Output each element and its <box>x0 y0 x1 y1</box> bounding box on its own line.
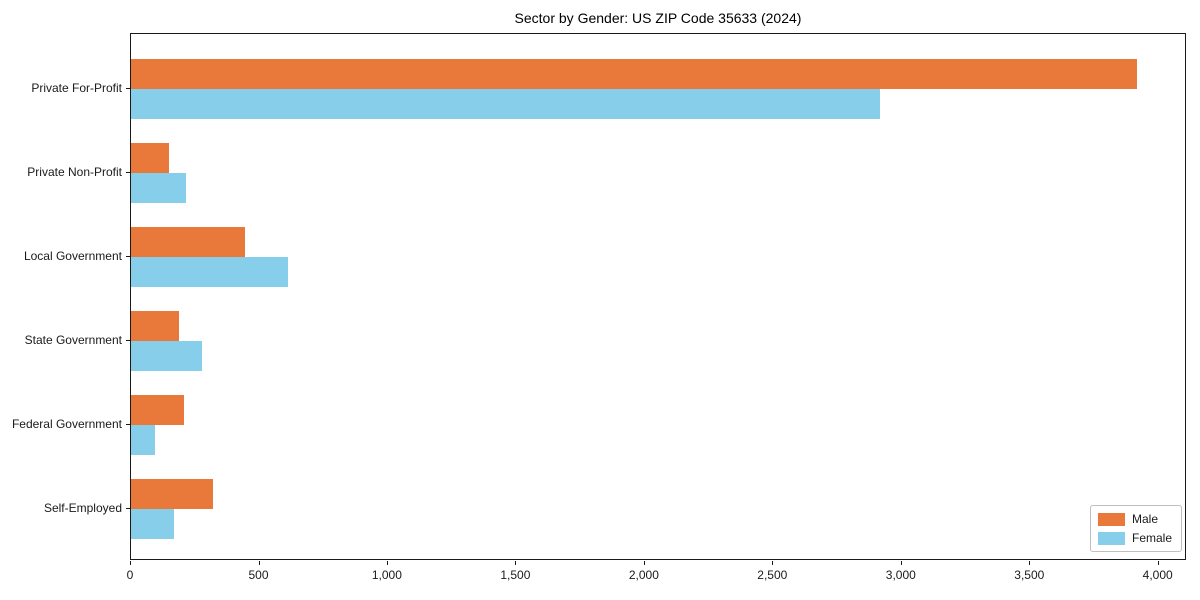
bar-male-self-employed <box>131 479 214 509</box>
legend: Male Female <box>1090 505 1183 552</box>
legend-label-female: Female <box>1132 531 1173 545</box>
ytick-mark <box>126 88 130 89</box>
xtick-label-500: 500 <box>248 568 269 582</box>
xtick-mark <box>900 561 902 565</box>
xtick-mark <box>386 561 388 565</box>
xtick-mark <box>772 561 774 565</box>
bar-male-federal-government <box>131 395 184 425</box>
bar-male-private-non-profit <box>131 143 169 173</box>
bar-female-private-for-profit <box>131 89 880 119</box>
xtick-label-1500: 1,500 <box>500 568 531 582</box>
bar-male-state-government <box>131 311 179 341</box>
bar-female-state-government <box>131 341 202 371</box>
bar-male-local-government <box>131 227 246 257</box>
ytick-mark <box>126 256 130 257</box>
bar-female-self-employed <box>131 509 175 539</box>
xtick-mark <box>643 561 645 565</box>
xtick-label-2500: 2,500 <box>757 568 788 582</box>
legend-entry-female: Female <box>1098 531 1172 545</box>
xtick-label-1000: 1,000 <box>371 568 402 582</box>
xtick-label-4000: 4,000 <box>1142 568 1173 582</box>
legend-swatch-female <box>1098 531 1125 545</box>
xtick-mark <box>515 561 517 565</box>
legend-label-male: Male <box>1132 512 1159 526</box>
xtick-mark <box>130 561 131 565</box>
legend-swatch-male <box>1098 512 1125 526</box>
xtick-mark <box>258 561 260 565</box>
bar-female-private-non-profit <box>131 173 187 203</box>
ytick-label-self-employed: Self-Employed <box>43 501 122 515</box>
bar-female-local-government <box>131 257 288 287</box>
ytick-mark <box>126 508 130 509</box>
xtick-label-0: 0 <box>126 568 134 582</box>
xtick-mark <box>1029 561 1031 565</box>
ytick-label-private-for-profit: Private For-Profit <box>31 81 122 95</box>
legend-entry-male: Male <box>1098 512 1172 526</box>
plot-area <box>130 33 1186 560</box>
ytick-label-local-government: Local Government <box>23 249 122 263</box>
xtick-label-2000: 2,000 <box>628 568 659 582</box>
ytick-mark <box>126 172 130 173</box>
ytick-mark <box>126 340 130 341</box>
ytick-label-state-government: State Government <box>24 333 122 347</box>
ytick-label-federal-government: Federal Government <box>11 417 122 431</box>
chart-title: Sector by Gender: US ZIP Code 35633 (202… <box>514 10 802 26</box>
ytick-mark <box>126 424 130 425</box>
xtick-label-3000: 3,000 <box>885 568 916 582</box>
bar-male-private-for-profit <box>131 59 1137 89</box>
xtick-mark <box>1157 561 1159 565</box>
xtick-label-3500: 3,500 <box>1014 568 1045 582</box>
ytick-label-private-non-profit: Private Non-Profit <box>27 165 122 179</box>
bar-female-federal-government <box>131 425 156 455</box>
